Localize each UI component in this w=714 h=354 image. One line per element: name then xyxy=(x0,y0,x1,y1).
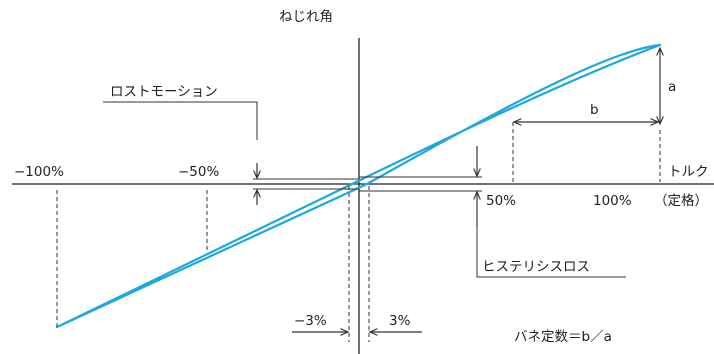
b-label: b xyxy=(590,102,599,118)
lost-motion-leader xyxy=(103,101,258,140)
tick-pos3: 3% xyxy=(389,313,411,329)
tick-neg50: −50% xyxy=(178,164,219,180)
lost-motion-label: ロストモーション xyxy=(110,84,218,100)
spring-constant-label: バネ定数＝b／a xyxy=(514,329,612,345)
hysteresis-curve xyxy=(55,43,662,329)
tick-pos100: 100% xyxy=(593,193,632,209)
tick-neg3: −3% xyxy=(294,313,327,329)
x-axis-label: トルク xyxy=(668,164,709,180)
rated-label: （定格） xyxy=(654,193,708,209)
hysteresis-loss-label: ヒステリシスロス xyxy=(482,259,590,275)
tick-pos50: 50% xyxy=(486,193,516,209)
y-axis-label: ねじれ角 xyxy=(279,9,333,25)
tick-neg100: −100% xyxy=(14,164,64,180)
hyst-leader xyxy=(476,226,626,278)
a-label: a xyxy=(668,79,676,95)
